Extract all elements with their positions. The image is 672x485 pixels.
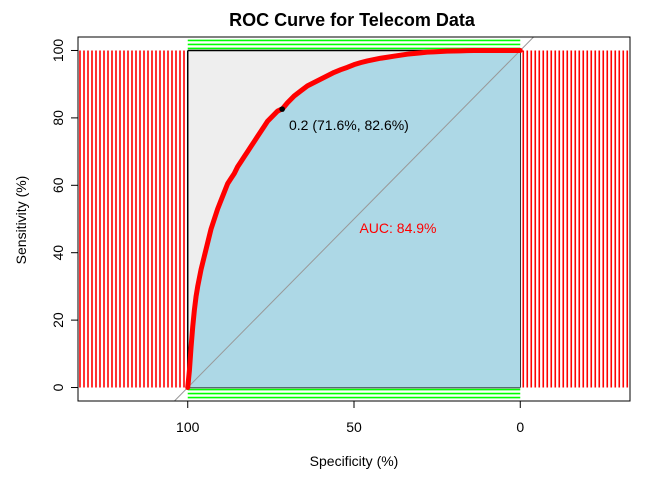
text-group: ROC Curve for Telecom Data Specificity (… <box>13 10 476 469</box>
y-tick-label: 20 <box>50 312 66 328</box>
y-axis-label: Sensitivity (%) <box>13 176 29 265</box>
diagonal-group <box>174 36 534 402</box>
y-tick-label: 100 <box>50 39 66 63</box>
x-tick-label: 100 <box>176 419 200 435</box>
roc-curve-line <box>185 47 523 391</box>
x-axis-label: Specificity (%) <box>310 453 399 469</box>
y-tick-label: 60 <box>50 177 66 193</box>
chart-title: ROC Curve for Telecom Data <box>229 10 476 30</box>
x-tick-label: 50 <box>346 419 362 435</box>
y-tick-label: 80 <box>50 110 66 126</box>
y-tick-label: 40 <box>50 245 66 261</box>
y-tick-label: 0 <box>50 383 66 391</box>
x-tick-label: 0 <box>516 419 524 435</box>
axes-group: 100 50 0 0 20 40 60 80 100 <box>50 36 631 435</box>
threshold-point <box>279 106 285 112</box>
auc-label: AUC: 84.9% <box>359 220 436 236</box>
diagonal-line <box>174 36 534 402</box>
threshold-label: 0.2 (71.6%, 82.6%) <box>289 117 409 133</box>
roc-curve-group <box>185 47 523 391</box>
